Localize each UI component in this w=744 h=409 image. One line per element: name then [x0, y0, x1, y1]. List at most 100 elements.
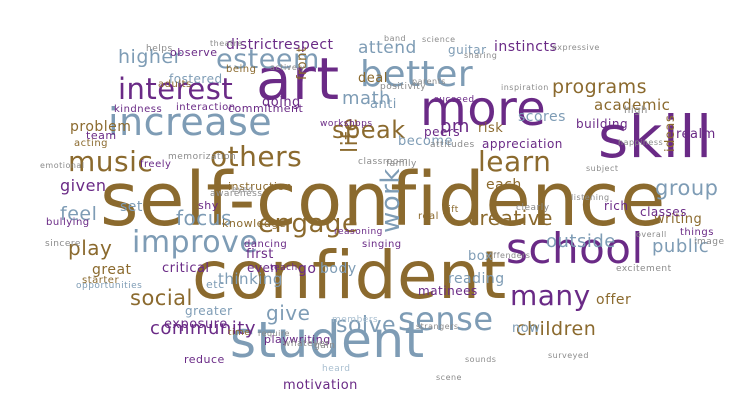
word-knowledge: knowledge	[222, 217, 287, 230]
word-district: district	[226, 37, 279, 53]
word-risk: risk	[478, 121, 504, 136]
word-surveyed: surveyed	[548, 351, 589, 360]
word-image: image	[694, 237, 725, 247]
word-deal: deal	[358, 71, 388, 86]
word-math: math	[342, 88, 392, 109]
word-eyed: eyed	[232, 185, 254, 194]
word-band: band	[384, 34, 407, 43]
word-group: group	[655, 176, 719, 200]
word-higher: higher	[118, 46, 182, 68]
word-sense: sense	[398, 300, 494, 338]
word-learn: learn	[478, 145, 552, 178]
word-confident: confident	[192, 237, 507, 314]
word-reduce: reduce	[184, 353, 225, 366]
word-acting: acting	[74, 138, 109, 149]
word-children: children	[516, 318, 597, 340]
word-doing: doing	[262, 95, 301, 110]
word-box: box	[468, 249, 493, 264]
word-classroom: classroom	[358, 157, 409, 167]
word-building: building	[576, 117, 629, 131]
word-dancing: dancing	[244, 239, 288, 250]
word-being: being	[226, 64, 257, 75]
word-creative: creative	[468, 206, 553, 230]
word-attend: attend	[358, 38, 417, 58]
word-guitar: guitar	[448, 43, 487, 57]
word-increase: increase	[108, 100, 273, 144]
word-observe: observe	[170, 46, 218, 59]
word-speak: speak	[332, 116, 406, 144]
word-first: first	[246, 247, 274, 262]
word-respect: respect	[278, 37, 334, 53]
word-play: play	[68, 236, 113, 260]
word-reasoning: reasoning	[334, 227, 383, 237]
word-academic: academic	[594, 96, 671, 114]
word-gift: gift	[442, 205, 459, 215]
word-given: given	[60, 176, 107, 195]
word-expressive: expressive	[552, 43, 600, 52]
word-sincere: sincere	[45, 239, 81, 249]
word-real: real	[418, 211, 439, 222]
word-positivity: positivity	[380, 82, 427, 92]
word-social: social	[130, 286, 193, 310]
word-happiness: happiness	[618, 138, 664, 147]
word-offenders: offenders	[488, 251, 531, 260]
word-appreciation: appreciation	[482, 137, 563, 151]
word-outside: outside	[546, 231, 616, 252]
word-writing: writing	[654, 212, 703, 227]
word-many: many	[510, 279, 591, 312]
word-solve: solve	[336, 313, 397, 338]
word-art: art	[256, 45, 340, 113]
word-greater: greater	[185, 304, 233, 318]
word-better: better	[360, 54, 474, 95]
word-strangers: strangers	[416, 322, 459, 331]
word-gain: gain	[314, 341, 336, 351]
word-self-confidence: self-confidence	[100, 157, 666, 243]
word-require: require	[258, 329, 290, 338]
word-school: school	[506, 224, 644, 273]
word-instincts: instincts	[494, 39, 558, 55]
word-focus: focus	[176, 206, 232, 230]
word-subject: subject	[586, 164, 619, 173]
word-great: great	[92, 262, 132, 278]
word-realm: realm	[676, 127, 716, 142]
word-esteem: esteem	[216, 44, 320, 75]
word-family: family	[386, 159, 417, 169]
word-clearly: clearly	[516, 203, 550, 213]
word-adults: adults	[158, 79, 192, 90]
word-sharing: sharing	[464, 51, 498, 60]
word-memorization: memorization	[168, 152, 237, 162]
word-workshops: workshops	[320, 119, 373, 129]
word-freely: freely	[140, 159, 172, 170]
word-exposure: exposure	[164, 317, 228, 332]
word-offer: offer	[596, 292, 632, 308]
word-critical: critical	[162, 261, 210, 276]
word-excitement: excitement	[616, 264, 672, 274]
word-listening: listening	[571, 193, 610, 202]
word-opportunities: opportunities	[76, 281, 143, 291]
word-overall: overall	[636, 230, 667, 239]
word-starter: starter	[82, 275, 120, 286]
word-public: public	[652, 236, 710, 257]
word-bullying: bullying	[46, 217, 90, 228]
word-shy: shy	[198, 199, 219, 212]
word-theatre: theatre	[210, 39, 243, 48]
word-high: high	[624, 105, 648, 116]
word-commitment: commitment	[228, 102, 304, 115]
word-playwriting: playwriting	[264, 333, 331, 346]
word-parents: parents	[412, 77, 446, 86]
word-engage: engage	[258, 209, 359, 239]
word-inspiration: inspiration	[501, 83, 549, 92]
word-fostered: fostered	[169, 72, 223, 86]
word-peers: peers	[424, 125, 461, 139]
word-classes: classes	[640, 205, 687, 219]
word-singing: singing	[362, 239, 402, 250]
word-team: team	[86, 129, 117, 142]
word-now: now	[512, 321, 541, 336]
word-skill: skill	[598, 103, 713, 171]
word-go: go	[298, 261, 317, 277]
word-each: each	[486, 177, 522, 193]
word-more: more	[420, 81, 547, 137]
word-instruction: instruction	[228, 180, 293, 193]
word-thinking: thinking	[218, 270, 283, 288]
